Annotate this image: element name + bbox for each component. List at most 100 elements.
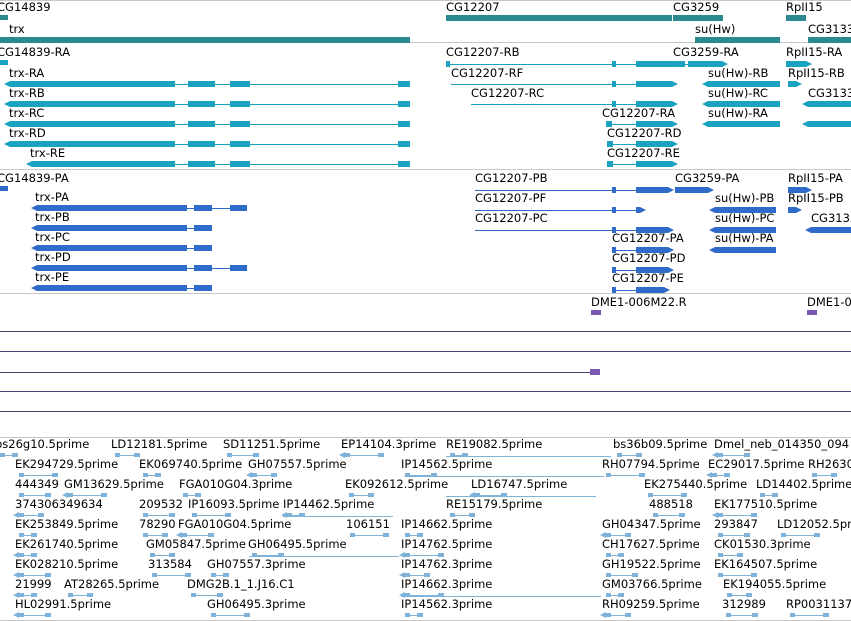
exon-bar[interactable]	[19, 513, 24, 517]
exon-bar[interactable]	[726, 613, 731, 617]
est-label[interactable]: GH06495.3prime	[207, 597, 306, 611]
est-label[interactable]: 488518	[649, 497, 693, 511]
transcript-label[interactable]: CG12207-RB	[446, 45, 520, 59]
exon-bar[interactable]	[607, 141, 613, 147]
transcript-label[interactable]: trx-RE	[30, 146, 66, 160]
exon-bar[interactable]	[469, 513, 475, 517]
exon-bar[interactable]	[475, 493, 480, 497]
exon-bar[interactable]	[751, 573, 757, 577]
exon-bar[interactable]	[143, 473, 148, 477]
exon-bar[interactable]	[188, 101, 215, 107]
exon-bar[interactable]	[405, 593, 410, 597]
transcript-label[interactable]: trx-RA	[9, 66, 45, 80]
gene-bar[interactable]	[446, 15, 672, 21]
exon-bar[interactable]	[278, 553, 284, 557]
transcript-label[interactable]: CG3133	[808, 86, 851, 100]
exon-bar[interactable]	[606, 553, 611, 557]
exon-bar[interactable]	[639, 473, 645, 477]
exon-bar[interactable]	[134, 453, 140, 457]
exon-bar[interactable]	[162, 533, 168, 537]
transcript-label[interactable]: su(Hw)-RA	[708, 106, 768, 120]
est-label[interactable]: IP14762.3prime	[401, 557, 493, 571]
exon-bar[interactable]	[655, 227, 668, 233]
exon-bar[interactable]	[0, 186, 8, 191]
exon-bar[interactable]	[688, 61, 722, 67]
exon-bar[interactable]	[253, 453, 259, 457]
est-label[interactable]: SD11251.5prime	[223, 437, 321, 451]
exon-bar[interactable]	[10, 101, 175, 107]
exon-bar[interactable]	[37, 285, 187, 291]
exon-bar[interactable]	[606, 593, 611, 597]
exon-bar[interactable]	[10, 81, 175, 87]
protein-label[interactable]: trx-PE	[35, 270, 70, 284]
exon-bar[interactable]	[183, 493, 188, 497]
exon-bar[interactable]	[188, 121, 215, 127]
exon-bar[interactable]	[230, 121, 250, 127]
protein-label[interactable]: CG3259-PA	[675, 171, 740, 185]
exon-bar[interactable]	[169, 513, 175, 517]
exon-bar[interactable]	[192, 513, 197, 517]
exon-bar[interactable]	[612, 81, 616, 87]
exon-bar[interactable]	[405, 473, 410, 477]
exon-bar[interactable]	[31, 533, 37, 537]
exon-bar[interactable]	[606, 121, 612, 127]
est-label[interactable]: GH07557.3prime	[207, 557, 306, 571]
est-label[interactable]: EK253849.5prime	[15, 517, 119, 531]
exon-bar[interactable]	[349, 493, 354, 497]
exon-bar[interactable]	[786, 61, 806, 67]
protein-label[interactable]: CG12207-PB	[475, 171, 548, 185]
exon-bar[interactable]	[812, 473, 817, 477]
exon-bar[interactable]	[345, 453, 350, 457]
exon-bar[interactable]	[744, 533, 750, 537]
exon-bar[interactable]	[811, 227, 851, 233]
transcript-label[interactable]: su(Hw)-RB	[708, 66, 769, 80]
exon-bar[interactable]	[37, 265, 187, 271]
exon-bar[interactable]	[618, 553, 624, 557]
exon-bar[interactable]	[368, 493, 374, 497]
est-label[interactable]: RP0031137	[786, 597, 851, 611]
gene-label[interactable]: CG3259	[673, 0, 720, 14]
protein-label[interactable]: RpII15-PA	[788, 171, 843, 185]
exon-bar[interactable]	[227, 453, 232, 457]
exon-bar[interactable]	[788, 187, 806, 193]
exon-bar[interactable]	[19, 613, 24, 617]
exon-bar[interactable]	[417, 533, 423, 537]
exon-bar[interactable]	[424, 573, 430, 577]
exon-bar[interactable]	[636, 227, 656, 233]
exon-bar[interactable]	[648, 493, 653, 497]
exon-bar[interactable]	[101, 493, 107, 497]
protein-label[interactable]: CG12207-PC	[475, 211, 548, 225]
est-label[interactable]: EC29017.5prime	[708, 457, 805, 471]
gene-bar[interactable]	[673, 15, 723, 21]
exon-bar[interactable]	[188, 141, 215, 147]
est-label[interactable]: EK164507.5prime	[714, 557, 818, 571]
est-label[interactable]: 106151	[346, 517, 390, 531]
exon-bar[interactable]	[68, 493, 73, 497]
exon-bar[interactable]	[383, 533, 389, 537]
exon-bar[interactable]	[194, 285, 212, 291]
protein-label[interactable]: su(Hw)-PB	[715, 191, 775, 205]
est-label[interactable]: EK261740.5prime	[15, 537, 119, 551]
exon-bar[interactable]	[708, 81, 780, 87]
est-label[interactable]: IP16093.5prime	[188, 497, 280, 511]
exon-bar[interactable]	[607, 161, 613, 167]
exon-bar[interactable]	[612, 61, 616, 67]
transcript-label[interactable]: CG3259-RA	[673, 45, 739, 59]
est-label[interactable]: RE15179.5prime	[446, 497, 543, 511]
exon-bar[interactable]	[182, 533, 187, 537]
exon-bar[interactable]	[211, 613, 216, 617]
exon-bar[interactable]	[636, 287, 664, 293]
exon-bar[interactable]	[398, 141, 410, 147]
exon-bar[interactable]	[612, 247, 616, 253]
exon-bar[interactable]	[87, 593, 93, 597]
est-label[interactable]: RH09259.5prime	[602, 597, 700, 611]
protein-label[interactable]: CG12207-PA	[612, 231, 684, 245]
exon-bar[interactable]	[718, 553, 723, 557]
exon-bar[interactable]	[752, 613, 758, 617]
est-label[interactable]: IP14562.3prime	[401, 597, 493, 611]
exon-bar[interactable]	[808, 121, 851, 127]
est-label[interactable]: GM03766.5prime	[602, 577, 702, 591]
est-label[interactable]: 313584	[148, 557, 192, 571]
transcript-label[interactable]: CG14839-RA	[0, 45, 71, 59]
exon-bar[interactable]	[38, 513, 44, 517]
